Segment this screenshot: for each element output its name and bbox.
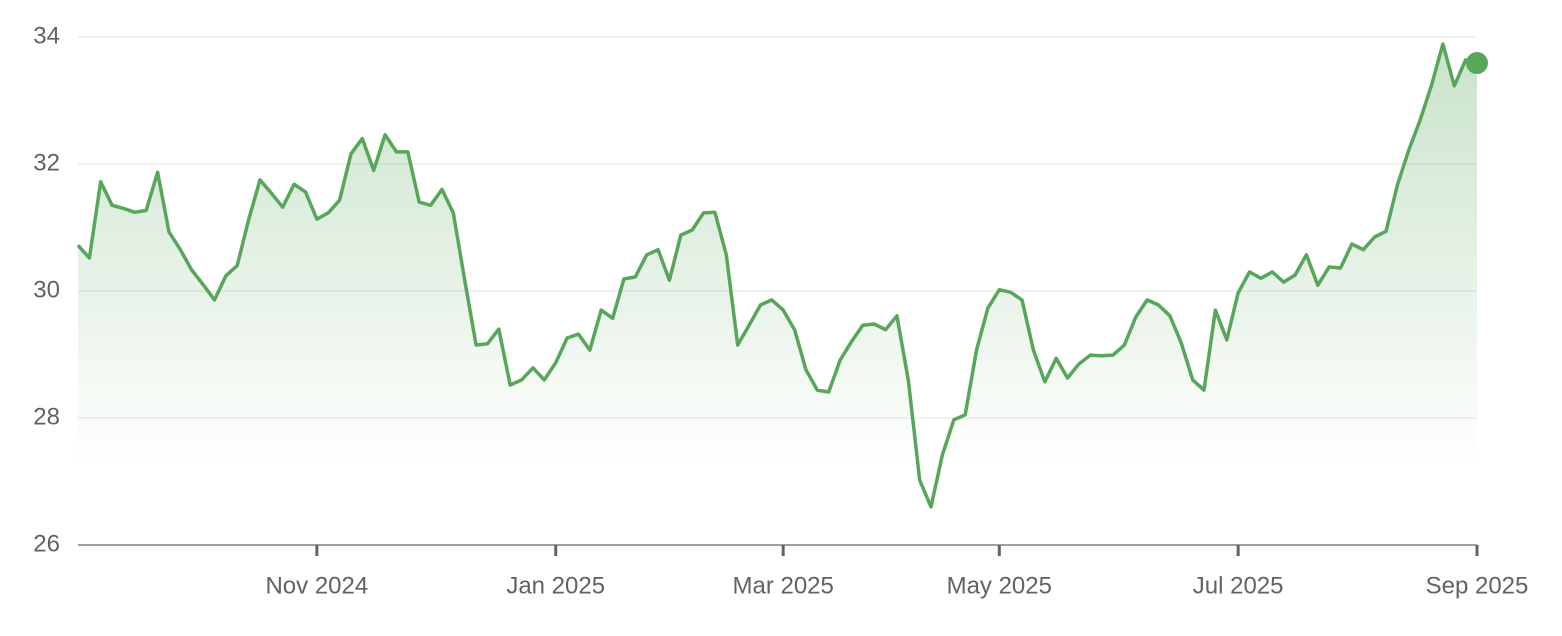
x-tick-label: Mar 2025 xyxy=(732,572,833,599)
x-tick-label: Jan 2025 xyxy=(506,572,605,599)
x-tick-label: May 2025 xyxy=(947,572,1052,599)
y-tick-label: 34 xyxy=(33,22,60,49)
x-tick-label: Jul 2025 xyxy=(1193,572,1284,599)
y-tick-label: 26 xyxy=(33,530,60,557)
line xyxy=(76,42,1478,509)
y-tick-label: 32 xyxy=(33,149,60,176)
y-tick-label: 28 xyxy=(33,403,60,430)
y-tick-label: 30 xyxy=(33,276,60,303)
end-point xyxy=(1466,52,1488,75)
area xyxy=(78,44,1477,545)
x-tick-label: Sep 2025 xyxy=(1426,572,1529,599)
x-tick-label: Nov 2024 xyxy=(265,572,368,599)
